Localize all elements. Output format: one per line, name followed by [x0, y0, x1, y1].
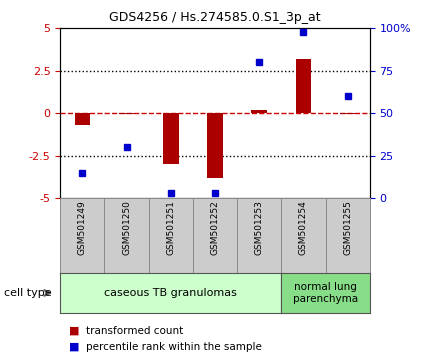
Bar	[119, 113, 134, 114]
Text: ■: ■	[69, 342, 79, 352]
Text: percentile rank within the sample: percentile rank within the sample	[86, 342, 262, 352]
Bar	[252, 110, 267, 113]
Text: GSM501251: GSM501251	[166, 200, 175, 255]
Text: GSM501250: GSM501250	[122, 200, 131, 255]
Text: normal lung
parenchyma: normal lung parenchyma	[293, 282, 358, 304]
Text: GSM501254: GSM501254	[299, 200, 308, 255]
Text: transformed count: transformed count	[86, 326, 183, 336]
Text: GSM501255: GSM501255	[343, 200, 352, 255]
Bar	[340, 113, 356, 114]
Text: GSM501249: GSM501249	[78, 200, 87, 255]
Text: ■: ■	[69, 326, 79, 336]
Bar	[74, 113, 90, 125]
Bar	[296, 59, 311, 113]
Bar	[163, 113, 178, 164]
Text: GDS4256 / Hs.274585.0.S1_3p_at: GDS4256 / Hs.274585.0.S1_3p_at	[109, 11, 321, 24]
Text: GSM501253: GSM501253	[255, 200, 264, 255]
Bar	[207, 113, 223, 178]
Text: caseous TB granulomas: caseous TB granulomas	[104, 288, 237, 298]
Text: cell type: cell type	[4, 288, 52, 298]
Text: GSM501252: GSM501252	[211, 200, 219, 255]
